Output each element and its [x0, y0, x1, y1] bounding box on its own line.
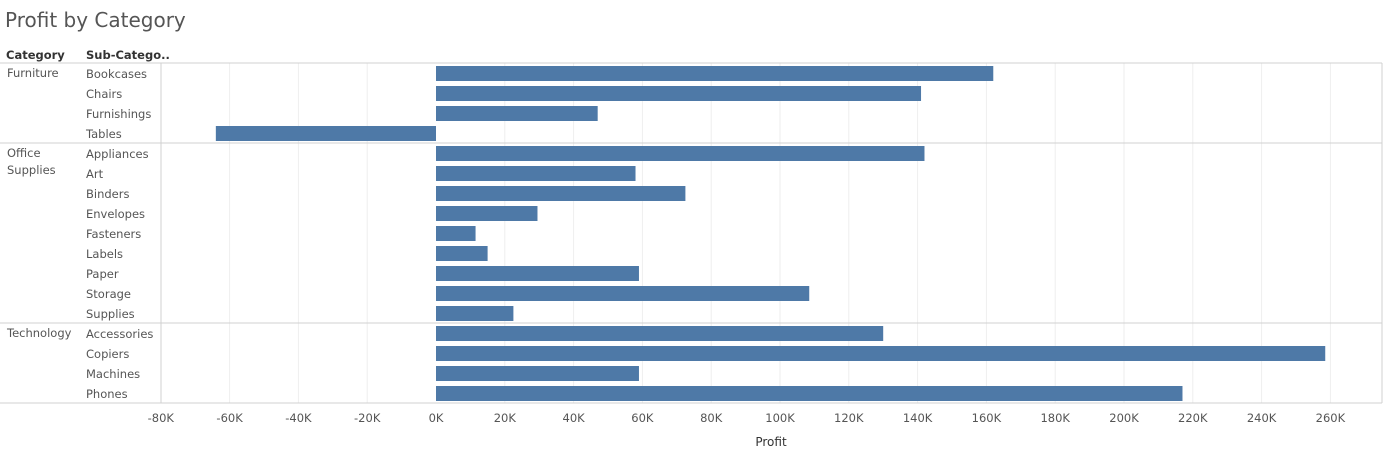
- bar-tables: [215, 126, 436, 141]
- subcategory-label: Envelopes: [86, 207, 145, 221]
- bar-paper: [436, 266, 639, 281]
- subcategory-label: Machines: [86, 367, 140, 381]
- bar-bookcases: [436, 66, 994, 81]
- x-tick-label: 80K: [700, 411, 723, 425]
- bar-labels: [436, 246, 488, 261]
- subcategory-label: Binders: [86, 187, 129, 201]
- subcategory-label: Storage: [86, 287, 131, 301]
- subcategory-label: Accessories: [86, 327, 153, 341]
- category-label: Supplies: [7, 163, 56, 177]
- x-tick-label: 220K: [1178, 411, 1208, 425]
- bar-machines: [436, 366, 639, 381]
- x-tick-label: 100K: [765, 411, 795, 425]
- subcategory-label: Fasteners: [86, 227, 141, 241]
- subcategory-label: Tables: [85, 127, 122, 141]
- subcategory-label: Phones: [86, 387, 128, 401]
- x-tick-label: 180K: [1040, 411, 1070, 425]
- x-tick-label: 20K: [494, 411, 517, 425]
- x-tick-label: 120K: [834, 411, 864, 425]
- x-tick-label: 0K: [429, 411, 444, 425]
- x-tick-label: 60K: [631, 411, 654, 425]
- x-tick-label: 140K: [903, 411, 933, 425]
- bar-phones: [436, 386, 1183, 401]
- x-tick-label: -40K: [285, 411, 312, 425]
- x-tick-label: -60K: [216, 411, 243, 425]
- bar-copiers: [436, 346, 1326, 361]
- x-tick-label: 40K: [563, 411, 586, 425]
- x-tick-label: -80K: [148, 411, 175, 425]
- x-tick-label: -20K: [354, 411, 381, 425]
- bar-appliances: [436, 146, 925, 161]
- bar-envelopes: [436, 206, 538, 221]
- x-tick-label: 240K: [1247, 411, 1277, 425]
- subcategory-label: Copiers: [86, 347, 129, 361]
- subcategory-label: Furnishings: [86, 107, 151, 121]
- subcategory-label: Supplies: [86, 307, 135, 321]
- category-label: Office: [7, 146, 41, 160]
- x-tick-label: 160K: [972, 411, 1002, 425]
- subcategory-label: Art: [86, 167, 104, 181]
- category-label: Furniture: [7, 66, 59, 80]
- bar-storage: [436, 286, 810, 301]
- bar-fasteners: [436, 226, 476, 241]
- subcategory-label: Bookcases: [86, 67, 147, 81]
- x-tick-label: 200K: [1109, 411, 1139, 425]
- bar-art: [436, 166, 636, 181]
- subcategory-label: Paper: [86, 267, 119, 281]
- bar-supplies: [436, 306, 514, 321]
- chart-title: Profit by Category: [5, 8, 186, 32]
- bar-furnishings: [436, 106, 598, 121]
- subcategory-label: Labels: [86, 247, 123, 261]
- x-tick-label: 260K: [1316, 411, 1346, 425]
- category-column-header[interactable]: Category: [6, 48, 65, 62]
- bar-chairs: [436, 86, 922, 101]
- subcategory-label: Appliances: [86, 147, 149, 161]
- category-label: Technology: [6, 326, 72, 340]
- bar-binders: [436, 186, 686, 201]
- x-axis-title: Profit: [755, 435, 787, 449]
- subcategory-column-header[interactable]: Sub-Catego..: [86, 48, 170, 62]
- subcategory-label: Chairs: [86, 87, 122, 101]
- bar-accessories: [436, 326, 884, 341]
